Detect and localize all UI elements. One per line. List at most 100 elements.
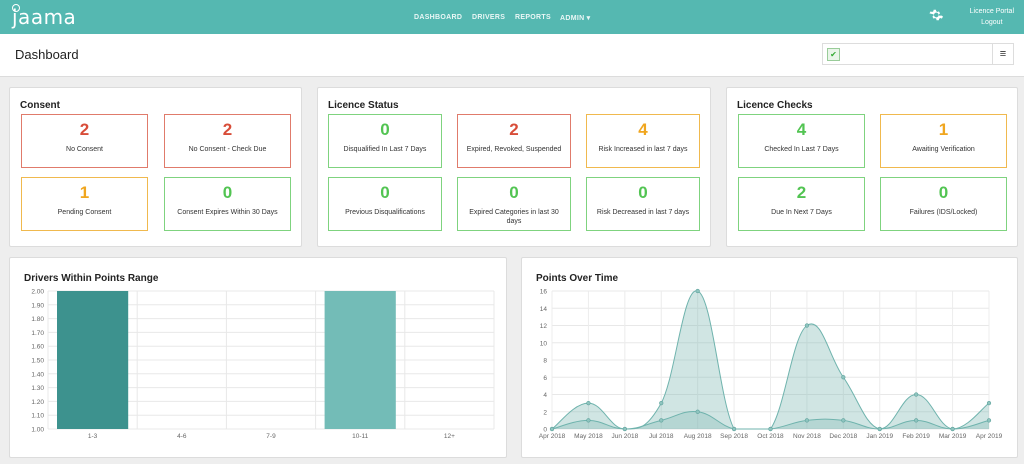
x-tick-label: 10-11 (352, 433, 369, 440)
y-tick-label: 1.90 (31, 302, 44, 309)
nav-admin[interactable]: ADMIN ▾ (560, 15, 591, 22)
licence-checks-panel: Licence Checks 4 Checked In Last 7 Days … (726, 87, 1018, 247)
card-label: Consent Expires Within 30 Days (177, 209, 278, 216)
logo[interactable]: jaama (12, 5, 77, 29)
card-value: 0 (509, 183, 519, 202)
data-point (950, 426, 955, 432)
y-tick-label: 0 (543, 427, 547, 434)
x-tick-label: Apr 2018 (539, 433, 566, 440)
page-title: Dashboard (15, 47, 79, 62)
gear-icon[interactable] (929, 8, 943, 22)
y-tick-label: 1.20 (31, 399, 44, 406)
y-tick-label: 1.70 (31, 330, 44, 337)
card-consent-expires[interactable]: 0 Consent Expires Within 30 Days (164, 177, 291, 231)
card-pending-consent[interactable]: 1 Pending Consent (21, 177, 148, 231)
card-risk-decreased[interactable]: 0 Risk Decreased in last 7 days (586, 177, 700, 231)
y-tick-label: 16 (540, 289, 548, 296)
card-no-consent[interactable]: 2 No Consent (21, 114, 148, 168)
y-tick-label: 1.60 (31, 344, 44, 351)
x-tick-label: 12+ (444, 433, 455, 440)
data-point (804, 418, 810, 423)
data-point (659, 418, 664, 423)
x-tick-label: Jul 2018 (649, 433, 674, 440)
card-value: 0 (938, 183, 949, 202)
card-label: Expired Categories in last 30 days (469, 209, 559, 225)
card-failures[interactable]: 0 Failures (IDS/Locked) (880, 177, 1007, 231)
data-point (877, 426, 882, 432)
card-due-next-7-days[interactable]: 2 Due In Next 7 Days (738, 177, 865, 231)
x-tick-label: Aug 2018 (684, 433, 712, 440)
card-label: No Consent (66, 146, 103, 153)
card-expired-revoked[interactable]: 2 Expired, Revoked, Suspended (457, 114, 571, 168)
card-label: Risk Decreased in last 7 days (596, 209, 690, 216)
card-checked-last-7-days[interactable]: 4 Checked In Last 7 Days (738, 114, 865, 168)
card-label: Awaiting Verification (912, 146, 975, 153)
points-over-time-title: Points Over Time (536, 273, 619, 284)
card-value: 4 (638, 120, 648, 139)
card-label: Checked In Last 7 Days (764, 146, 839, 153)
x-tick-label: 7-9 (266, 433, 276, 440)
y-tick-label: 1.80 (31, 316, 44, 323)
card-label: Risk Increased in last 7 days (598, 146, 688, 153)
card-no-consent-check-due[interactable]: 2 No Consent - Check Due (164, 114, 291, 168)
card-label: Pending Consent (57, 209, 112, 216)
card-label: Previous Disqualifications (345, 209, 425, 216)
y-tick-label: 1.30 (31, 385, 44, 392)
y-tick-label: 1.40 (31, 371, 44, 378)
y-tick-label: 10 (540, 340, 548, 347)
card-value: 0 (222, 183, 233, 202)
card-label: Disqualified In Last 7 Days (343, 146, 427, 153)
x-tick-label: Jan 2019 (866, 433, 893, 440)
nav-reports[interactable]: REPORTS (515, 14, 551, 21)
data-point (586, 401, 591, 406)
logo-mark-icon (12, 4, 20, 12)
card-risk-increased[interactable]: 4 Risk Increased in last 7 days (586, 114, 700, 168)
card-label: No Consent - Check Due (188, 146, 267, 153)
nav-dashboard[interactable]: DASHBOARD (414, 14, 463, 21)
top-navbar: jaama DASHBOARD DRIVERS REPORTS ADMIN ▾ … (0, 0, 1024, 34)
data-point (549, 426, 555, 432)
card-value: 1 (938, 120, 949, 139)
card-value: 2 (796, 183, 807, 202)
card-previous-disqualifications[interactable]: 0 Previous Disqualifications (328, 177, 442, 231)
data-point (659, 401, 664, 406)
checkbox-icon[interactable]: ✔ (827, 48, 840, 61)
licence-status-title: Licence Status (328, 100, 399, 111)
x-tick-label: 1-3 (88, 433, 98, 440)
card-disqualified[interactable]: 0 Disqualified In Last 7 Days (328, 114, 442, 168)
y-tick-label: 1.00 (31, 427, 44, 434)
bar (57, 291, 129, 429)
card-value: 0 (380, 183, 390, 202)
data-point (622, 426, 627, 432)
logout-link[interactable]: Logout (981, 19, 1003, 26)
data-point (841, 418, 846, 423)
menu-icon[interactable]: ≡ (992, 44, 1013, 64)
licence-portal-link[interactable]: Licence Portal (969, 8, 1014, 15)
data-point (768, 426, 773, 432)
y-tick-label: 6 (543, 375, 547, 382)
filter-box[interactable]: ✔ ≡ (822, 43, 1014, 65)
points-range-panel: Drivers Within Points Range 1.00 1.10 1.20… (9, 257, 507, 458)
x-tick-label: May 2018 (574, 433, 603, 440)
y-tick-label: 12 (540, 323, 548, 330)
data-point (986, 418, 992, 423)
data-point (586, 418, 591, 423)
points-over-time-panel: Points Over Time 0 2 4 6 8 10 12 14 16 Apr 2018 Ma… (521, 257, 1018, 458)
card-value: 0 (380, 120, 390, 139)
data-point (914, 392, 919, 397)
licence-status-panel: Licence Status 0 Disqualified In Last 7 … (317, 87, 711, 247)
card-value: 1 (79, 183, 90, 202)
card-expired-categories[interactable]: 0 Expired Categories in last 30 days (457, 177, 571, 231)
data-point (841, 375, 846, 380)
card-value: 0 (638, 183, 648, 202)
x-tick-label: Mar 2019 (939, 433, 967, 440)
data-point (804, 323, 810, 328)
card-awaiting-verification[interactable]: 1 Awaiting Verification (880, 114, 1007, 168)
page-header: Dashboard ✔ ≡ (0, 34, 1024, 77)
nav-drivers[interactable]: DRIVERS (472, 14, 506, 21)
card-value: 4 (796, 120, 807, 139)
y-tick-label: 14 (540, 306, 548, 313)
data-point (914, 418, 919, 423)
consent-panel: Consent 2 No Consent 2 No Consent - Chec… (9, 87, 302, 247)
points-range-title: Drivers Within Points Range (24, 273, 159, 284)
